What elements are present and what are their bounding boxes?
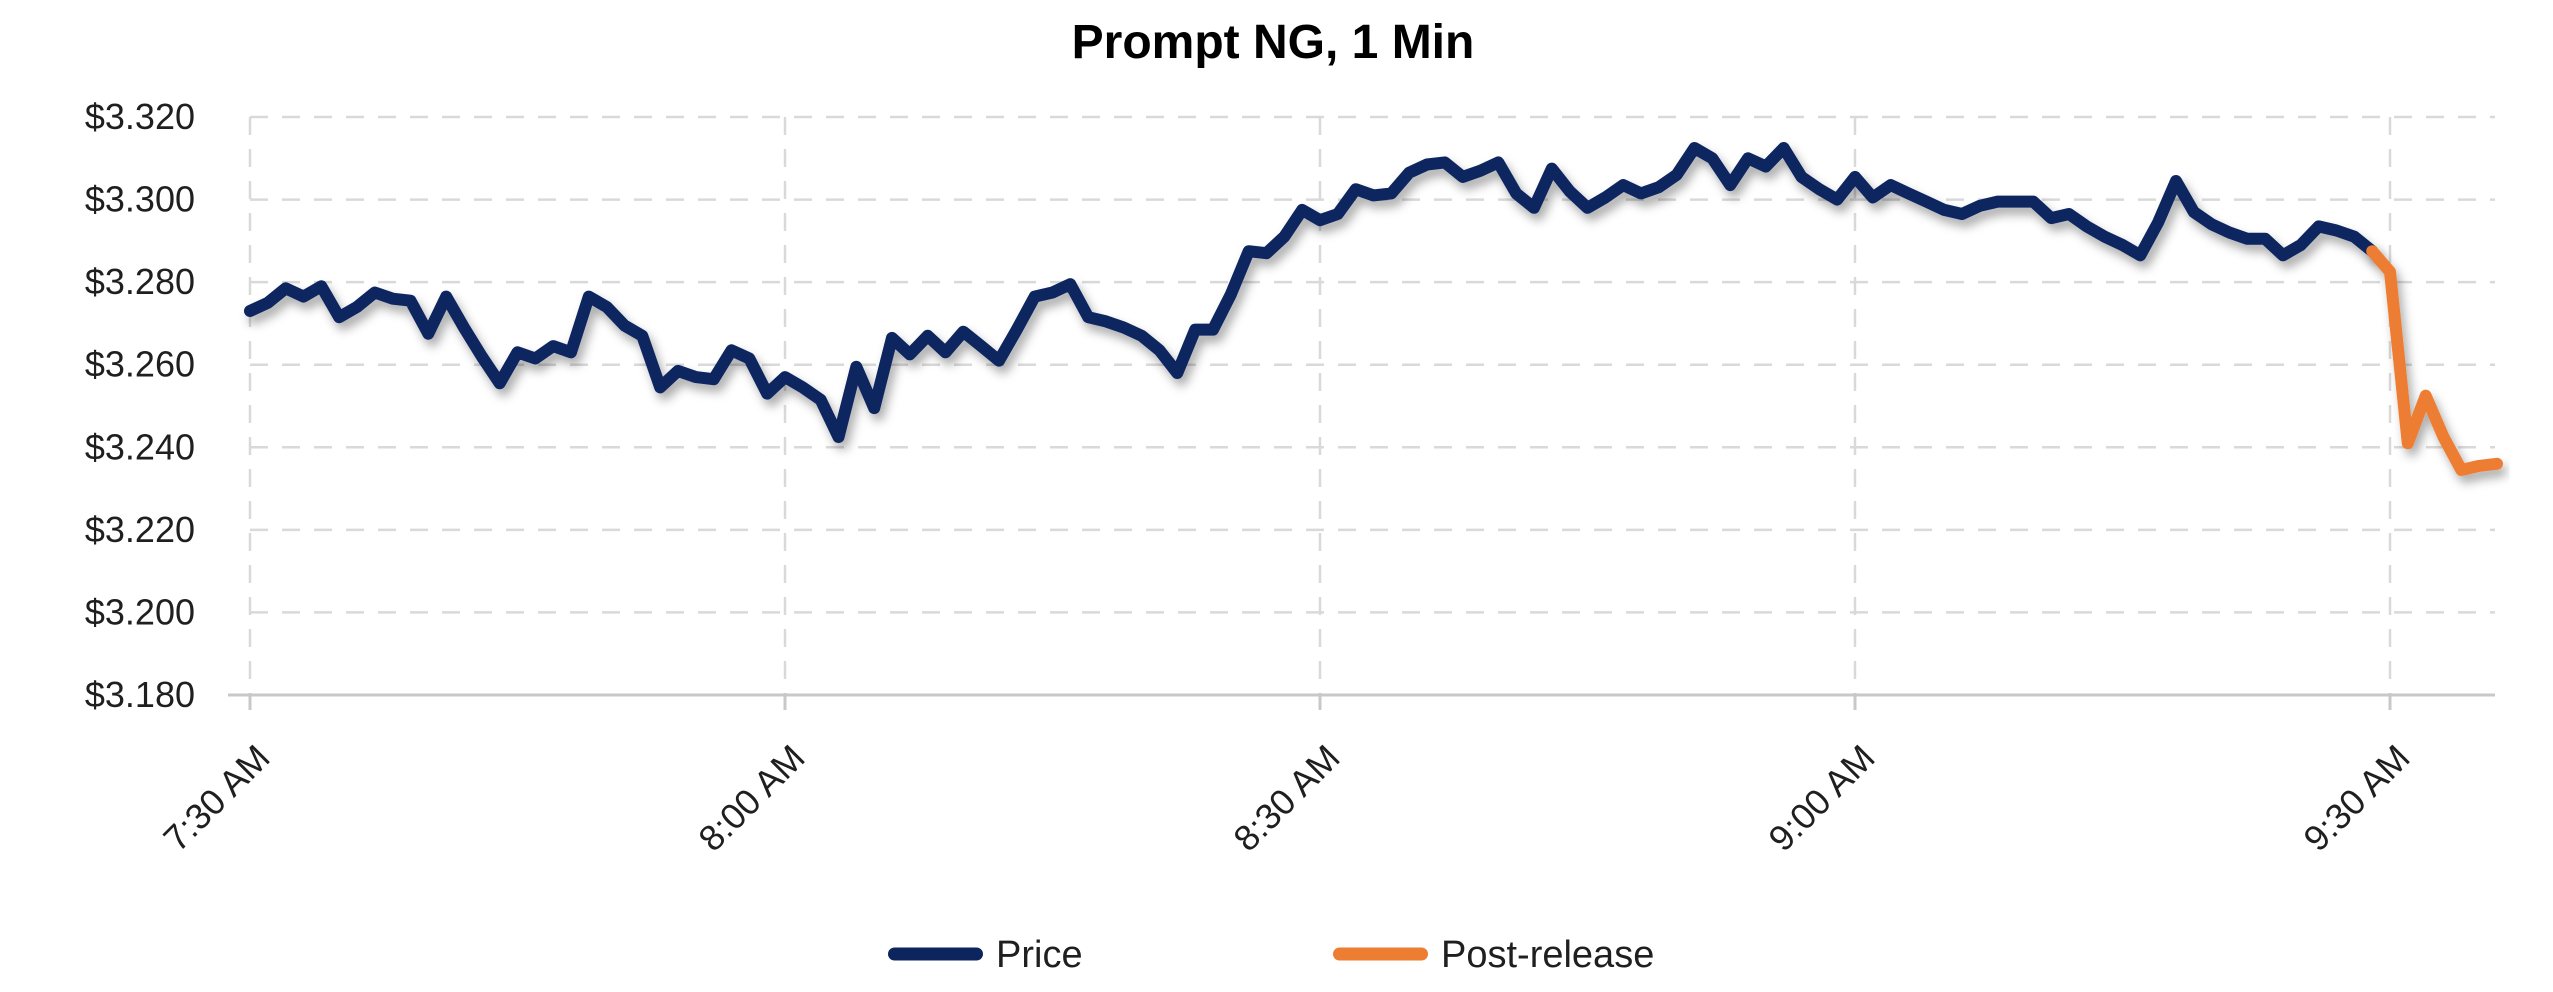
y-axis-tick-label: $3.180	[85, 674, 195, 715]
price-line	[244, 142, 2379, 443]
y-axis-tick-label: $3.280	[85, 261, 195, 302]
legend-item-price: Price	[888, 934, 1083, 976]
y-axis-tick-label: $3.300	[85, 179, 195, 220]
x-axis-tick-label: 8:00 AM	[690, 737, 812, 859]
x-axis-tick-label: 9:30 AM	[2295, 737, 2417, 859]
y-axis-tick-label: $3.240	[85, 426, 195, 467]
chart-title: Prompt NG, 1 Min	[1072, 16, 1475, 69]
legend-label-price: Price	[996, 934, 1083, 976]
y-axis-tick-label: $3.220	[85, 509, 195, 550]
x-axis-tick-label: 8:30 AM	[1225, 737, 1347, 859]
legend-swatch-post-release	[1333, 947, 1428, 961]
legend-swatch-price	[888, 947, 983, 961]
x-axis-tick-label: 9:00 AM	[1760, 737, 1882, 859]
legend-item-post-release: Post-release	[1333, 934, 1654, 976]
y-axis-tick-label: $3.200	[85, 591, 195, 632]
x-axis-tick-label: 7:30 AM	[155, 737, 277, 859]
y-axis-tick-label: $3.320	[85, 96, 195, 137]
y-axis-tick-label: $3.260	[85, 344, 195, 385]
legend-label-post-release: Post-release	[1441, 934, 1654, 976]
legend: Price Post-release	[888, 934, 1654, 976]
post-release-line	[2366, 245, 2503, 476]
